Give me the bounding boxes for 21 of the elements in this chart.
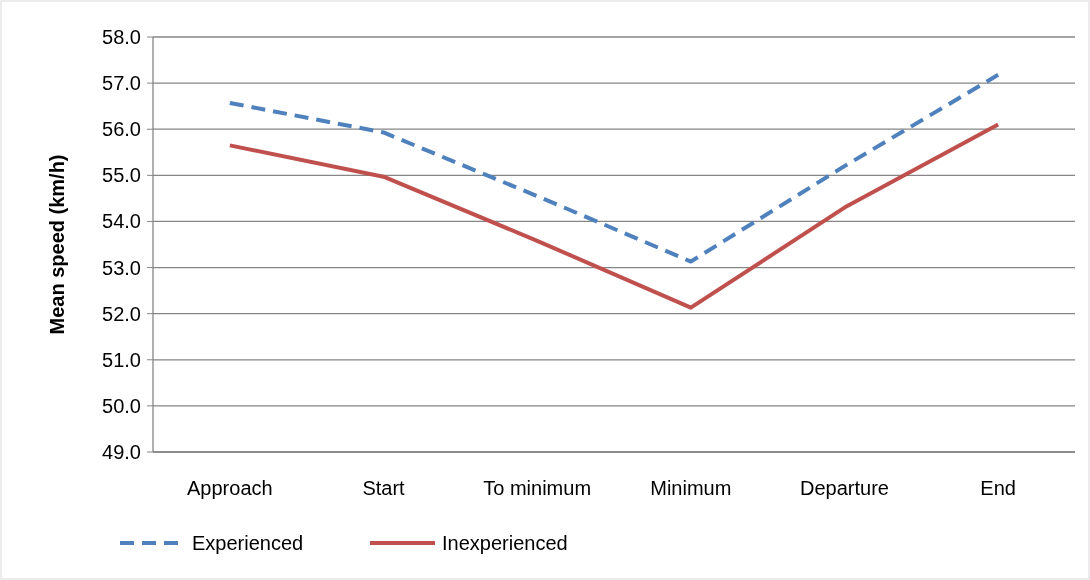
y-tick-label: 52.0 <box>102 302 141 325</box>
y-tick-label: 53.0 <box>102 256 141 279</box>
x-tick-label: Departure <box>800 477 889 499</box>
x-tick-label: Start <box>362 477 406 499</box>
x-tick-label: Approach <box>187 477 273 499</box>
legend-label: Experienced <box>192 532 304 554</box>
y-tick-label: 49.0 <box>102 441 141 463</box>
y-axis-title: Mean speed (km/h) <box>46 154 68 335</box>
y-tick-label: 54.0 <box>102 210 141 233</box>
y-tick-label: 58.0 <box>102 26 141 48</box>
x-tick-label: End <box>980 477 1016 499</box>
line-series <box>227 72 1001 264</box>
y-tick-label: 55.0 <box>102 164 141 187</box>
y-tick-label: 50.0 <box>102 394 141 417</box>
x-tick-label: Minimum <box>650 477 732 499</box>
y-tick-label: 51.0 <box>102 348 141 371</box>
y-tick-label: 57.0 <box>102 72 141 95</box>
x-tick-label: To minimum <box>483 477 592 499</box>
y-tick-label: 56.0 <box>102 118 141 141</box>
legend-label: Inexperienced <box>442 532 568 554</box>
line-series <box>227 122 1001 310</box>
